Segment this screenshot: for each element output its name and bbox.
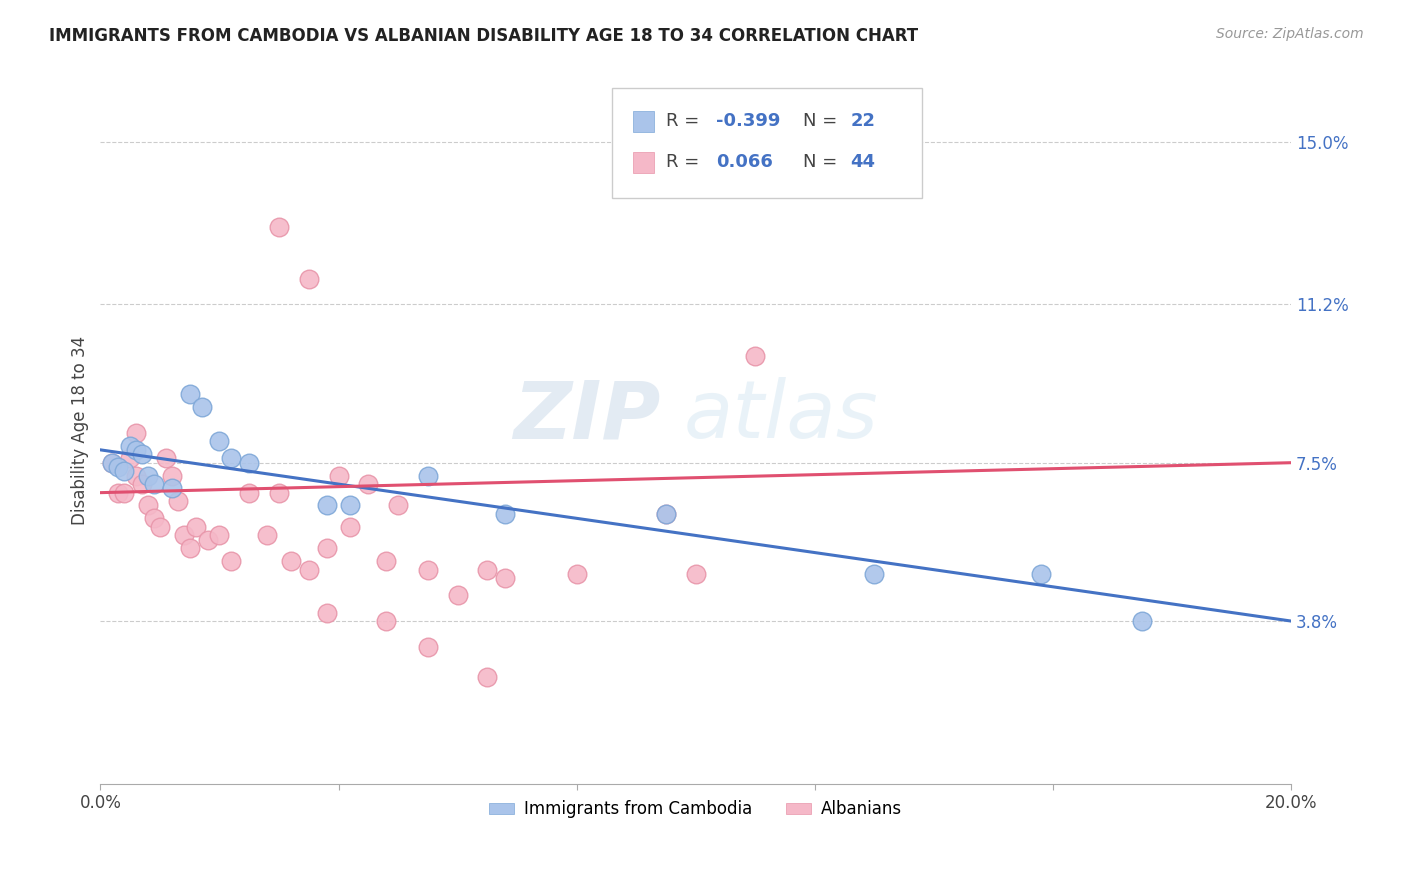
Point	[375, 554, 398, 568]
Point	[179, 387, 201, 401]
Point	[375, 614, 398, 628]
Point	[155, 451, 177, 466]
Text: R =: R =	[666, 112, 704, 130]
Point	[149, 520, 172, 534]
Point	[744, 349, 766, 363]
Text: -0.399: -0.399	[716, 112, 780, 130]
Point	[339, 499, 361, 513]
Point	[267, 485, 290, 500]
Point	[125, 442, 148, 457]
Point	[416, 563, 439, 577]
Point	[125, 425, 148, 440]
Point	[446, 588, 468, 602]
Point	[315, 499, 337, 513]
Text: 44: 44	[851, 153, 876, 171]
Point	[298, 271, 321, 285]
Point	[112, 485, 135, 500]
Bar	[633, 111, 654, 132]
Y-axis label: Disability Age 18 to 34: Disability Age 18 to 34	[72, 336, 89, 525]
Point	[221, 451, 243, 466]
Point	[131, 477, 153, 491]
Text: Source: ZipAtlas.com: Source: ZipAtlas.com	[1216, 27, 1364, 41]
Point	[166, 494, 188, 508]
Point	[416, 640, 439, 654]
Point	[315, 606, 337, 620]
Point	[357, 477, 380, 491]
Point	[112, 464, 135, 478]
Point	[208, 434, 231, 449]
Point	[416, 468, 439, 483]
Point	[387, 499, 409, 513]
Point	[101, 456, 124, 470]
Point	[655, 507, 678, 521]
Point	[125, 468, 148, 483]
Point	[477, 670, 499, 684]
Point	[315, 541, 337, 556]
Point	[208, 528, 231, 542]
Point	[120, 439, 142, 453]
Point	[238, 456, 260, 470]
Point	[160, 482, 183, 496]
Point	[184, 520, 207, 534]
Text: ZIP: ZIP	[513, 377, 659, 456]
Point	[136, 499, 159, 513]
Point	[328, 468, 350, 483]
Text: 0.066: 0.066	[716, 153, 773, 171]
Point	[238, 485, 260, 500]
Point	[173, 528, 195, 542]
Point	[197, 533, 219, 547]
Point	[655, 507, 678, 521]
Point	[120, 451, 142, 466]
Text: R =: R =	[666, 153, 704, 171]
Point	[190, 400, 212, 414]
Legend: Immigrants from Cambodia, Albanians: Immigrants from Cambodia, Albanians	[482, 794, 908, 825]
Point	[101, 456, 124, 470]
Point	[1130, 614, 1153, 628]
Point	[142, 477, 165, 491]
Point	[477, 563, 499, 577]
Text: N =: N =	[803, 112, 844, 130]
Point	[107, 485, 129, 500]
Point	[494, 507, 516, 521]
Point	[1029, 566, 1052, 581]
Text: 22: 22	[851, 112, 876, 130]
Text: atlas: atlas	[683, 377, 879, 456]
Point	[160, 468, 183, 483]
Point	[685, 566, 707, 581]
Point	[107, 460, 129, 475]
Point	[339, 520, 361, 534]
Point	[131, 447, 153, 461]
Point	[565, 566, 588, 581]
Point	[494, 571, 516, 585]
Point	[298, 563, 321, 577]
Point	[136, 468, 159, 483]
Text: IMMIGRANTS FROM CAMBODIA VS ALBANIAN DISABILITY AGE 18 TO 34 CORRELATION CHART: IMMIGRANTS FROM CAMBODIA VS ALBANIAN DIS…	[49, 27, 918, 45]
Point	[256, 528, 278, 542]
Point	[221, 554, 243, 568]
Text: N =: N =	[803, 153, 844, 171]
Bar	[633, 152, 654, 173]
FancyBboxPatch shape	[613, 88, 922, 197]
Point	[142, 511, 165, 525]
Point	[179, 541, 201, 556]
Point	[267, 220, 290, 235]
Point	[863, 566, 886, 581]
Point	[280, 554, 302, 568]
